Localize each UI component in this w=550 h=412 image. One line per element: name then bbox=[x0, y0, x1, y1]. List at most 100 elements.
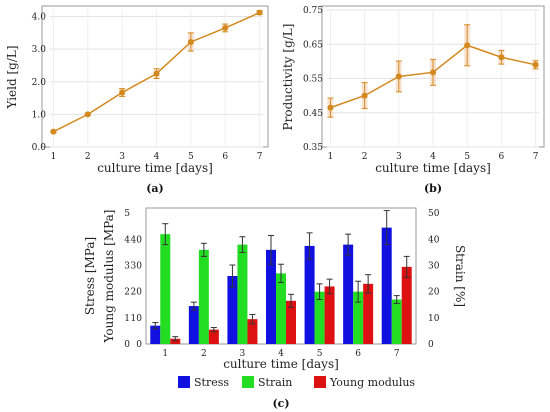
c-bar-stress bbox=[227, 276, 238, 344]
a-data-point bbox=[119, 89, 126, 96]
c-xtick-label: 5 bbox=[317, 349, 323, 359]
c-young-tick-label: 10 bbox=[131, 314, 143, 324]
b-data-point bbox=[327, 104, 334, 111]
c-bar-young bbox=[286, 300, 296, 344]
b-xtick-label: 7 bbox=[533, 152, 539, 162]
panel-c-label: (c) bbox=[272, 397, 289, 410]
b-xtick-label: 1 bbox=[328, 152, 334, 162]
panel-a-xlabel: culture time [days] bbox=[97, 161, 213, 175]
c-xtick-label: 2 bbox=[201, 349, 207, 359]
b-data-point bbox=[395, 73, 402, 80]
c-stress-tick-label: 1 bbox=[124, 314, 130, 324]
c-legend-label: Young modulus bbox=[329, 376, 415, 389]
c-strain-tick-label: 20 bbox=[428, 288, 440, 298]
c-young-tick-label: 30 bbox=[131, 262, 143, 272]
c-bar-stress bbox=[343, 244, 354, 344]
c-bar-stress bbox=[150, 325, 161, 344]
c-xtick-label: 6 bbox=[355, 349, 361, 359]
b-ytick-label: 0.45 bbox=[303, 109, 323, 119]
panel-a-ylabel: Yield [g/L] bbox=[5, 45, 19, 109]
c-legend-swatch bbox=[314, 376, 326, 388]
c-strain-tick-label: 40 bbox=[428, 235, 440, 245]
a-xtick-label: 2 bbox=[85, 152, 91, 162]
c-bar-stress bbox=[188, 306, 199, 344]
panel-c-legend: Stress Strain Young modulus bbox=[178, 376, 415, 389]
panel-a-label: (a) bbox=[146, 182, 164, 195]
c-strain-tick-label: 0 bbox=[428, 340, 434, 350]
c-xtick-label: 4 bbox=[278, 349, 284, 359]
c-bar-strain bbox=[276, 273, 286, 344]
c-strain-tick-label: 10 bbox=[428, 314, 440, 324]
c-bar-young bbox=[363, 283, 374, 344]
a-ytick-label: 4.0 bbox=[32, 13, 47, 23]
c-stress-tick-label: 4 bbox=[124, 235, 130, 245]
a-xtick-label: 5 bbox=[188, 152, 194, 162]
c-strain-tick-label: 50 bbox=[428, 209, 440, 219]
c-stress-tick-label: 3 bbox=[124, 262, 130, 272]
c-bar-strain bbox=[198, 249, 209, 344]
b-ytick-label: 0.65 bbox=[303, 40, 323, 50]
b-xtick-label: 3 bbox=[396, 152, 402, 162]
b-xtick-label: 4 bbox=[430, 152, 436, 162]
c-legend-swatch bbox=[242, 376, 254, 388]
c-stress-tick-label: 0 bbox=[124, 340, 130, 350]
c-bar-stress bbox=[304, 245, 315, 344]
a-data-point bbox=[256, 9, 263, 16]
b-xtick-label: 2 bbox=[362, 152, 368, 162]
a-data-point bbox=[222, 24, 229, 31]
a-xtick-label: 1 bbox=[51, 152, 57, 162]
a-ytick-label: 2.0 bbox=[32, 78, 47, 88]
a-xtick-label: 4 bbox=[154, 152, 160, 162]
a-ytick-label: 3.0 bbox=[32, 45, 47, 55]
c-legend-swatch bbox=[178, 376, 190, 388]
c-legend-label: Stress bbox=[194, 376, 229, 389]
b-xtick-label: 6 bbox=[499, 152, 505, 162]
c-bar-young bbox=[170, 338, 181, 344]
a-data-point bbox=[84, 111, 91, 118]
c-bar-young bbox=[247, 319, 258, 344]
c-bar-strain bbox=[314, 291, 325, 344]
b-data-point bbox=[532, 61, 539, 68]
c-legend-label: Strain bbox=[258, 376, 292, 389]
c-bar-young bbox=[401, 266, 412, 344]
panel-a-yield-chart: 0.0 1.0 2.0 3.0 4.0 1 2 3 4 5 6 7 culture time [da… bbox=[5, 5, 269, 195]
a-ytick-label: 1.0 bbox=[32, 110, 47, 120]
c-young-tick-label: 20 bbox=[131, 288, 143, 298]
c-xtick-label: 3 bbox=[240, 349, 246, 359]
c-bar-stress bbox=[266, 249, 276, 344]
a-ytick-label: 0.0 bbox=[32, 143, 47, 153]
panel-c-mechanical-chart: 0 1 2 3 4 5 0 10 20 30 40 0 10 20 30 40 50 1 2 3 4 5 6 7 cul… bbox=[83, 207, 467, 410]
b-ytick-label: 0.75 bbox=[303, 6, 323, 16]
b-ytick-label: 0.35 bbox=[303, 143, 323, 153]
a-data-point bbox=[50, 128, 57, 135]
b-ytick-label: 0.55 bbox=[303, 75, 323, 85]
a-xtick-label: 6 bbox=[222, 152, 228, 162]
b-data-point bbox=[361, 92, 368, 99]
c-bar-strain bbox=[353, 291, 364, 344]
panel-b-xlabel: culture time [days] bbox=[375, 161, 491, 175]
b-data-point bbox=[464, 42, 471, 49]
c-bar-young bbox=[324, 286, 335, 344]
a-data-point bbox=[153, 70, 160, 77]
panel-c-xlabel: culture time [days] bbox=[223, 357, 339, 371]
c-strain-tick-label: 30 bbox=[428, 262, 440, 272]
c-bar-strain bbox=[237, 244, 248, 344]
c-bar-stress bbox=[381, 227, 392, 344]
b-xtick-label: 5 bbox=[464, 152, 470, 162]
a-data-point bbox=[187, 38, 194, 45]
panel-b-productivity-chart: 0.35 0.45 0.55 0.65 0.75 1 2 3 4 5 6 7 culture tim… bbox=[281, 5, 545, 195]
b-data-point bbox=[430, 69, 436, 76]
c-bar-young bbox=[208, 329, 219, 344]
c-xtick-label: 1 bbox=[162, 349, 168, 359]
a-xtick-label: 7 bbox=[257, 152, 263, 162]
c-stress-tick-label: 2 bbox=[124, 288, 130, 298]
c-stress-tick-label: 5 bbox=[124, 209, 130, 219]
panel-b-ylabel: Productivity [g/L] bbox=[281, 24, 295, 131]
c-xtick-label: 7 bbox=[394, 349, 400, 359]
c-young-tick-label: 40 bbox=[131, 235, 143, 245]
c-bar-strain bbox=[391, 299, 402, 344]
panel-c-ylabel-strain: Strain [%] bbox=[453, 245, 467, 307]
c-bar-strain bbox=[160, 234, 171, 344]
panel-c-ylabel-young: Young modulus [MPa] bbox=[102, 210, 116, 344]
